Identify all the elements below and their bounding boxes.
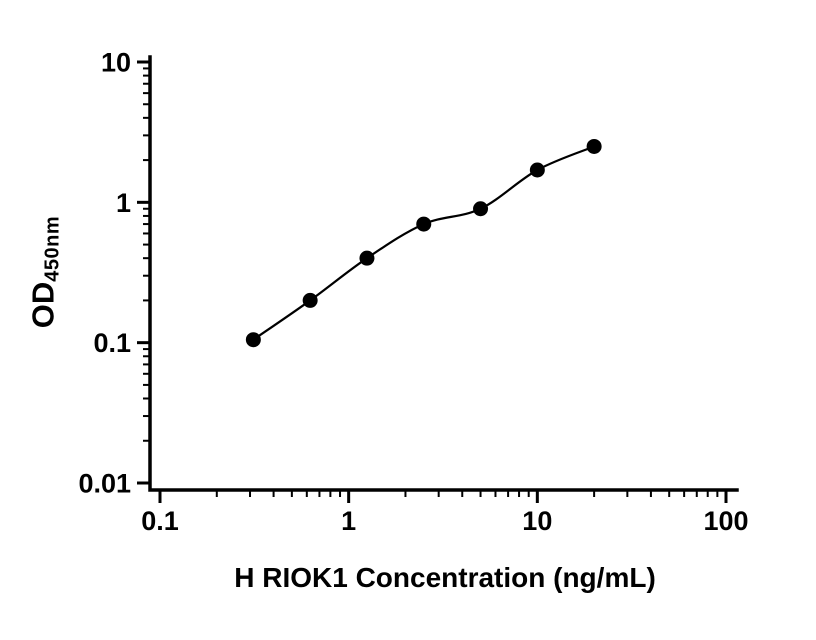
fit-curve xyxy=(252,145,595,341)
y-axis-title-main: OD xyxy=(25,281,61,329)
x-axis-title: H RIOK1 Concentration (ng/mL) xyxy=(234,562,656,593)
x-tick-label: 0.1 xyxy=(141,506,179,536)
y-tick-label: 1 xyxy=(116,188,131,218)
x-tick-label: 10 xyxy=(522,506,552,536)
x-tick-label: 100 xyxy=(703,506,748,536)
data-point xyxy=(529,162,545,178)
data-point xyxy=(245,332,261,348)
y-tick-label: 0.01 xyxy=(78,468,131,498)
data-point xyxy=(302,292,318,308)
y-axis-title: OD450nm xyxy=(26,216,65,328)
axes xyxy=(148,55,739,492)
y-tick-label: 0.1 xyxy=(93,328,131,358)
data-point xyxy=(473,201,489,217)
data-point xyxy=(416,216,432,232)
y-tick-label: 10 xyxy=(101,47,131,77)
y-axis-title-subscript: 450nm xyxy=(41,215,64,282)
x-tick-label: 1 xyxy=(341,506,356,536)
data-point xyxy=(359,250,375,266)
data-point xyxy=(586,138,602,154)
